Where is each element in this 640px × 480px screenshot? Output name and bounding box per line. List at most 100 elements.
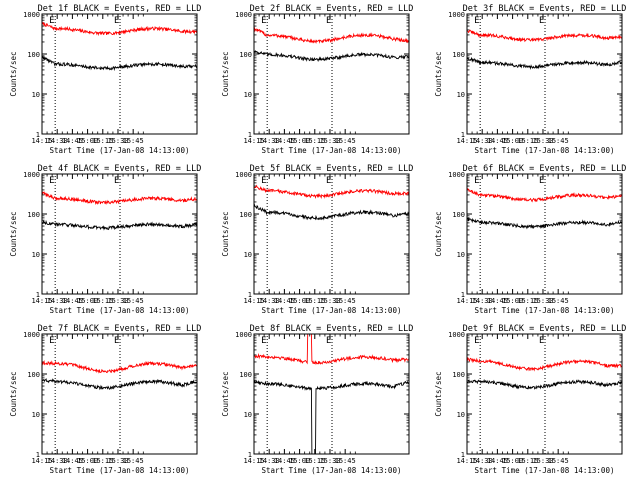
event-marker-label: E <box>474 336 479 346</box>
y-tick-label: 1 <box>461 451 465 459</box>
x-tick-label: 14:30 <box>472 137 493 145</box>
series-line-events <box>253 203 410 221</box>
x-tick-label: 14:45 <box>487 457 508 465</box>
chart-title: Det 2f BLACK = Events, RED = LLD <box>250 4 414 14</box>
event-marker-label: E <box>326 176 331 186</box>
plot-frame <box>41 13 198 135</box>
x-tick-label: 15:00 <box>77 457 98 465</box>
y-tick-label: 100 <box>27 51 40 59</box>
y-tick-label: 1 <box>461 291 465 299</box>
x-tick-label: 15:15 <box>304 457 325 465</box>
y-tick-label: 1000 <box>23 171 40 179</box>
plot-frame <box>466 173 623 295</box>
x-axis-label: Start Time (17-Jan-08 14:13:00) <box>475 146 615 155</box>
x-tick-label: 15:45 <box>335 137 356 145</box>
x-tick-label: 15:30 <box>107 137 128 145</box>
x-tick-label: 14:45 <box>62 457 83 465</box>
series-line-lld <box>253 184 410 199</box>
y-tick-label: 1000 <box>448 11 465 19</box>
x-tick-label: 15:15 <box>304 297 325 305</box>
y-tick-label: 10 <box>244 91 252 99</box>
chart-title: Det 3f BLACK = Events, RED = LLD <box>463 4 627 14</box>
x-axis-label: Start Time (17-Jan-08 14:13:00) <box>50 306 190 315</box>
series-line-events <box>466 378 623 390</box>
series-line-events <box>253 50 410 63</box>
x-tick-label: 14:45 <box>274 297 295 305</box>
x-tick-label: 15:15 <box>517 457 538 465</box>
y-tick-label: 1 <box>248 131 252 139</box>
y-tick-label: 10 <box>32 411 40 419</box>
x-tick-label: 15:45 <box>335 297 356 305</box>
x-tick-label: 14:15 <box>31 457 52 465</box>
event-marker-label: E <box>539 176 544 186</box>
x-tick-label: 15:00 <box>502 137 523 145</box>
series-line-lld <box>254 333 410 366</box>
series-line-events <box>466 56 623 70</box>
x-tick-label: 15:00 <box>289 297 310 305</box>
x-tick-label: 15:00 <box>289 137 310 145</box>
y-tick-label: 100 <box>239 51 252 59</box>
x-tick-label: 15:30 <box>532 297 553 305</box>
x-tick-label: 15:45 <box>123 137 144 145</box>
x-tick-label: 14:30 <box>47 297 68 305</box>
y-axis-label: Counts/sec <box>221 371 230 416</box>
event-marker-label: E <box>326 16 331 26</box>
series-line-events <box>253 379 410 455</box>
event-marker-label: E <box>261 176 266 186</box>
series-line-lld <box>466 187 623 203</box>
series-line-lld <box>41 191 198 206</box>
x-tick-label: 15:15 <box>92 457 113 465</box>
chart-title: Det 1f BLACK = Events, RED = LLD <box>38 4 202 14</box>
x-axis-label: Start Time (17-Jan-08 14:13:00) <box>262 306 402 315</box>
x-tick-label: 14:15 <box>456 137 477 145</box>
y-tick-label: 10 <box>244 251 252 259</box>
y-tick-label: 1 <box>248 451 252 459</box>
x-axis-label: Start Time (17-Jan-08 14:13:00) <box>475 466 615 475</box>
y-tick-label: 10 <box>457 411 465 419</box>
x-tick-label: 14:30 <box>259 457 280 465</box>
y-tick-label: 1000 <box>23 331 40 339</box>
y-axis-label: Counts/sec <box>221 211 230 256</box>
series-line-lld <box>253 26 410 44</box>
plot-frame <box>253 333 410 455</box>
series-line-lld <box>466 356 623 372</box>
x-tick-label: 14:15 <box>243 137 264 145</box>
series-line-events <box>41 55 198 72</box>
y-tick-label: 1000 <box>235 331 252 339</box>
y-tick-label: 1000 <box>448 331 465 339</box>
y-tick-label: 100 <box>452 211 465 219</box>
x-tick-label: 14:30 <box>259 297 280 305</box>
y-axis-label: Counts/sec <box>221 51 230 96</box>
chart-panel-4: Det 4f BLACK = Events, RED = LLD Counts/s… <box>9 164 201 315</box>
x-tick-label: 14:30 <box>472 297 493 305</box>
x-tick-label: 15:15 <box>92 137 113 145</box>
x-tick-label: 15:45 <box>548 297 569 305</box>
event-marker-label: E <box>261 16 266 26</box>
event-marker-label: E <box>474 176 479 186</box>
y-axis-label: Counts/sec <box>434 211 443 256</box>
y-axis-label: Counts/sec <box>434 51 443 96</box>
y-axis-label: Counts/sec <box>9 51 18 96</box>
chart-panel-3: Det 3f BLACK = Events, RED = LLD Counts/s… <box>434 4 626 155</box>
x-tick-label: 14:15 <box>31 297 52 305</box>
x-tick-label: 15:45 <box>335 457 356 465</box>
x-tick-label: 14:45 <box>62 137 83 145</box>
x-axis-label: Start Time (17-Jan-08 14:13:00) <box>50 466 190 475</box>
chart-title: Det 7f BLACK = Events, RED = LLD <box>38 324 202 334</box>
x-tick-label: 15:30 <box>319 457 340 465</box>
event-marker-label: E <box>114 336 119 346</box>
x-axis-label: Start Time (17-Jan-08 14:13:00) <box>475 306 615 315</box>
x-tick-label: 15:00 <box>77 297 98 305</box>
series-line-events <box>466 216 623 230</box>
x-tick-label: 15:30 <box>319 137 340 145</box>
chart-panel-9: Det 9f BLACK = Events, RED = LLD Counts/s… <box>434 324 626 475</box>
event-marker-label: E <box>114 16 119 26</box>
event-marker-label: E <box>539 336 544 346</box>
x-tick-label: 15:45 <box>123 457 144 465</box>
y-axis-label: Counts/sec <box>434 371 443 416</box>
y-tick-label: 100 <box>452 371 465 379</box>
event-marker-label: E <box>539 16 544 26</box>
x-tick-label: 14:45 <box>487 137 508 145</box>
chart-title: Det 6f BLACK = Events, RED = LLD <box>463 164 627 174</box>
x-tick-label: 15:15 <box>517 297 538 305</box>
